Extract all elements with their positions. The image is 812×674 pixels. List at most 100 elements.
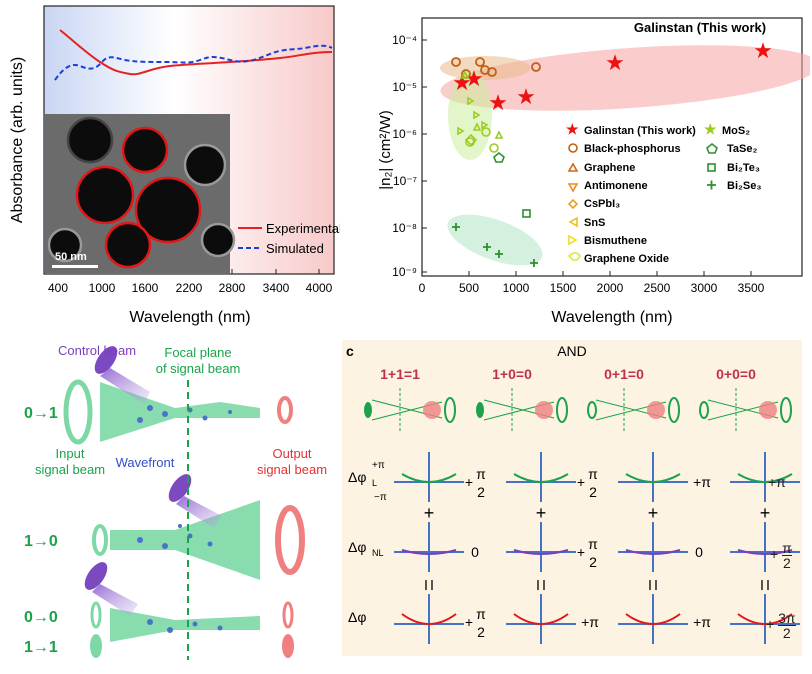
x-tick-label: 500 [459, 281, 479, 295]
legend-item: CsPbI₃ [584, 198, 620, 210]
value-label: +π [693, 614, 711, 630]
legend-item: Graphene [584, 162, 635, 174]
scale-label: 50 nm [55, 251, 87, 263]
svg-text:★: ★ [516, 84, 536, 109]
legend-experimental: Experimental [266, 221, 340, 236]
equation: 1+1=1 [380, 366, 420, 382]
x-tick-label: 4000 [306, 281, 333, 295]
svg-text:★: ★ [566, 121, 579, 137]
x-tick-label: 1000 [89, 281, 116, 295]
transition-0-0: 0→0 [24, 609, 58, 626]
input-ring [63, 379, 93, 445]
value-label: π [588, 536, 598, 552]
value-label: 2 [477, 624, 485, 640]
bi2se3-points [452, 223, 538, 267]
value-label: π [476, 466, 486, 482]
value-label: + [465, 474, 473, 490]
svg-text:★: ★ [704, 121, 717, 137]
panel-c-and-gate: c AND 1+1=1 1+0=0 0+1=0 0+0=0 [342, 340, 802, 656]
y-tick-label: 10⁻⁵ [392, 80, 417, 94]
tase2-point [493, 151, 505, 163]
value-label: π [588, 466, 598, 482]
value-label: 2 [589, 554, 597, 570]
value-label: + [465, 614, 473, 630]
svg-text:★: ★ [488, 90, 508, 115]
value-label: + [577, 544, 585, 560]
transition-1-0: 1→0 [24, 533, 58, 550]
equals-operators [425, 580, 769, 590]
value-label: 2 [477, 484, 485, 500]
value-label: π [476, 606, 486, 622]
galinstan-points: ★★★ ★★ ★ [452, 38, 773, 115]
x-tick-label: 1600 [132, 281, 159, 295]
legend-simulated: Simulated [266, 241, 324, 256]
legend-item: Galinstan (This work) [584, 125, 696, 137]
chart-title: Galinstan (This work) [634, 20, 766, 35]
gate-title: AND [557, 343, 587, 359]
col4-values: +π [768, 474, 808, 490]
plus-operator: + [536, 503, 547, 523]
x-tick-label: 400 [48, 281, 68, 295]
y-tick-label: 10⁻⁷ [393, 174, 417, 188]
value-label: 0 [695, 544, 703, 560]
y-tick-label: 10⁻⁸ [392, 221, 417, 235]
x-tick-label: 1500 [550, 281, 577, 295]
plus-operator: + [760, 503, 771, 523]
plus-pi-label: +π [372, 460, 385, 471]
y-tick-label: 10⁻⁶ [392, 127, 417, 141]
output-label-2: signal beam [257, 462, 327, 477]
minus-pi-label: −π [374, 492, 387, 503]
value-label: +π [693, 474, 711, 490]
output-ring [277, 396, 293, 424]
x-tick-label: 3500 [738, 281, 765, 295]
bi2te3-point [522, 209, 531, 218]
x-tick-label: 2200 [176, 281, 203, 295]
x-tick-label: 2000 [597, 281, 624, 295]
legend-item: Black-phosphorus [584, 143, 681, 155]
focal-plane-label-2: of signal beam [156, 361, 241, 376]
input-label-2: signal beam [35, 462, 105, 477]
value-label: + [577, 474, 585, 490]
legend-item: TaSe₂ [727, 143, 757, 155]
y-axis-label: |n₂| (cm²/W) [377, 110, 394, 189]
phase-plots [394, 452, 800, 644]
x-tick-label: 0 [419, 281, 426, 295]
legend-item: Bismuthene [584, 235, 647, 247]
nanoparticles [47, 116, 236, 269]
value-label: +π [581, 614, 599, 630]
equation: 0+1=0 [604, 366, 644, 382]
focal-plane-label: Focal plane [164, 345, 231, 360]
svg-text:★: ★ [605, 50, 625, 75]
x-tick-label: 2800 [219, 281, 246, 295]
row-label-dphi-l: Δφ [348, 469, 366, 485]
equation: 1+0=0 [492, 366, 532, 382]
value-label: 2 [589, 484, 597, 500]
x-tick-label: 1000 [503, 281, 530, 295]
beam-schematic: Control beam Focal plane of signal beam … [24, 343, 327, 660]
legend-item: SnS [584, 217, 605, 229]
scale-bar [52, 265, 98, 268]
x-axis-label: Wavelength (nm) [551, 309, 672, 326]
input-label: Input [56, 446, 85, 461]
row-label-dphi-nl: Δφ [348, 539, 366, 555]
mixed-points [457, 70, 504, 153]
x-tick-label: 2500 [644, 281, 671, 295]
legend-item: Bi₂Se₃ [727, 180, 761, 192]
wavefront-label: Wavefront [116, 455, 175, 470]
legend: ★ Galinstan (This work) Black-phosphorus… [566, 121, 761, 265]
experimental-curve [59, 29, 333, 76]
y-tick-label: 10⁻⁴ [392, 33, 417, 47]
legend-item: Bi₂Te₃ [727, 162, 760, 174]
row-label-dphi: Δφ [348, 609, 366, 625]
y-tick-label: 10⁻⁹ [392, 265, 417, 279]
control-beam-label: Control beam [58, 343, 136, 358]
svg-text:★: ★ [753, 38, 773, 63]
col4-total: + 3π 2 [766, 610, 796, 641]
mini-diagram-row [364, 388, 792, 432]
panel-a-chart: 50 nm Experimental Simulated 400 1000 16… [9, 5, 340, 326]
col4-nl: + π 2 [770, 540, 792, 571]
output-label: Output [272, 446, 311, 461]
legend-item: Antimonene [584, 180, 648, 192]
x-tick-label: 3400 [263, 281, 290, 295]
value-label: 0 [471, 544, 479, 560]
